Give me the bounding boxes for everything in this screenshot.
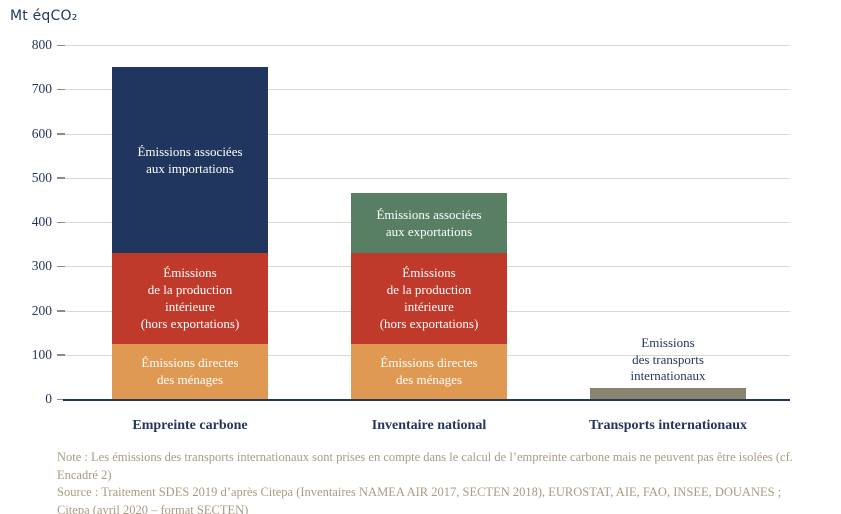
- y-axis-tick: [57, 310, 65, 312]
- source-line: Citepa (avril 2020 – format SECTEN): [57, 502, 249, 514]
- footnotes: Note : Les émissions des transports inte…: [57, 449, 827, 514]
- bar-segment: Émissions associées aux exportations: [351, 193, 507, 253]
- note-line: Note : Les émissions des transports inte…: [57, 450, 793, 482]
- y-tick-label: 500: [31, 169, 52, 185]
- category-label-empreinte-carbone: Empreinte carbone: [132, 418, 248, 433]
- y-tick-label: 700: [31, 81, 52, 97]
- gridline: [63, 177, 790, 179]
- segment-label: Émissions de la production intérieure (h…: [379, 265, 479, 332]
- bar-segment: Émissions de la production intérieure (h…: [112, 252, 268, 344]
- y-tick-label: 400: [31, 214, 52, 229]
- y-axis-tick: [57, 133, 65, 135]
- bar-above-label: Emissions des transports internationaux: [630, 335, 706, 384]
- gridline: [63, 45, 790, 46]
- y-axis-tick: [57, 44, 65, 46]
- y-axis-unit-label: Mt éqCO₂: [10, 8, 78, 24]
- x-axis-baseline: [63, 398, 790, 401]
- segment-label: Émissions associées aux exportations: [376, 207, 482, 240]
- segment-label: Émissions directes des ménages: [380, 355, 478, 388]
- y-tick-label: 600: [31, 125, 52, 141]
- segment-label: Émissions de la production intérieure (h…: [140, 265, 240, 332]
- segment-label: Émissions directes des ménages: [141, 355, 239, 388]
- segment-label: Émissions associées aux importations: [137, 144, 243, 177]
- gridline: [63, 89, 790, 91]
- y-axis-tick: [57, 265, 65, 268]
- y-axis-tick: [57, 177, 65, 179]
- category-label-inventaire-national: Inventaire national: [371, 418, 487, 433]
- source-line: Source : Traitement SDES 2019 d’après Ci…: [57, 485, 782, 499]
- bar-segment: Émissions associées aux importations: [112, 67, 268, 253]
- y-axis-tick: [57, 221, 65, 223]
- y-tick-label: 200: [31, 302, 52, 318]
- y-tick-label: 800: [31, 37, 52, 52]
- bar-segment: Émissions directes des ménages: [351, 343, 507, 399]
- y-axis-tick: [57, 88, 65, 91]
- bar-segment: Émissions directes des ménages: [112, 343, 268, 399]
- gridline: [63, 133, 790, 135]
- y-tick-label: 100: [31, 346, 52, 362]
- y-axis-tick: [57, 398, 65, 400]
- y-tick-label: 0: [45, 391, 52, 406]
- y-tick-label: 300: [31, 258, 52, 274]
- bar-segment: [590, 387, 746, 399]
- category-label-transports-internationaux: Transports internationaux: [588, 418, 748, 433]
- bar-segment: Émissions de la production intérieure (h…: [351, 252, 507, 344]
- y-axis-tick: [57, 354, 65, 356]
